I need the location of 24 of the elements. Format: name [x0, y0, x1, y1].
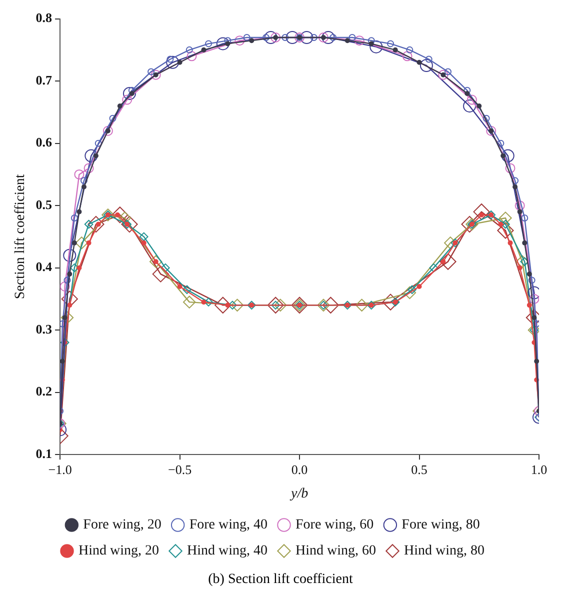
x-tick-label: 1.0: [530, 462, 548, 477]
x-axis-title: y/b: [288, 486, 308, 502]
y-tick-label: 0.2: [36, 384, 52, 399]
y-tick-label: 0.8: [36, 10, 53, 26]
y-tick-label: 0.7: [36, 72, 53, 88]
y-axis-title: Section lift coefficient: [13, 174, 28, 300]
y-tick-label: 0.4: [36, 259, 53, 274]
legend-label: Hind wing, 40: [187, 544, 268, 559]
x-tick-label: 0.5: [411, 462, 428, 477]
legend-label: Fore wing, 80: [402, 518, 480, 533]
legend-label: Fore wing, 40: [189, 518, 268, 533]
y-tick-label: 0.3: [36, 321, 53, 336]
legend-label: Hind wing, 80: [404, 544, 484, 559]
x-tick-label: −0.5: [168, 462, 192, 477]
legend-label: Hind wing, 60: [296, 544, 376, 559]
x-tick-label: 0.0: [291, 462, 308, 477]
legend-label: Fore wing, 60: [296, 518, 374, 533]
x-tick-label: −1.0: [48, 462, 72, 477]
legend-label: Fore wing, 20: [83, 518, 162, 533]
y-tick-label: 0.1: [36, 446, 52, 461]
legend-label: Hind wing, 20: [78, 544, 159, 559]
y-tick-label: 0.5: [36, 196, 53, 212]
y-tick-label: 0.6: [36, 134, 53, 150]
text: (b) Section lift coefficient: [207, 572, 354, 588]
